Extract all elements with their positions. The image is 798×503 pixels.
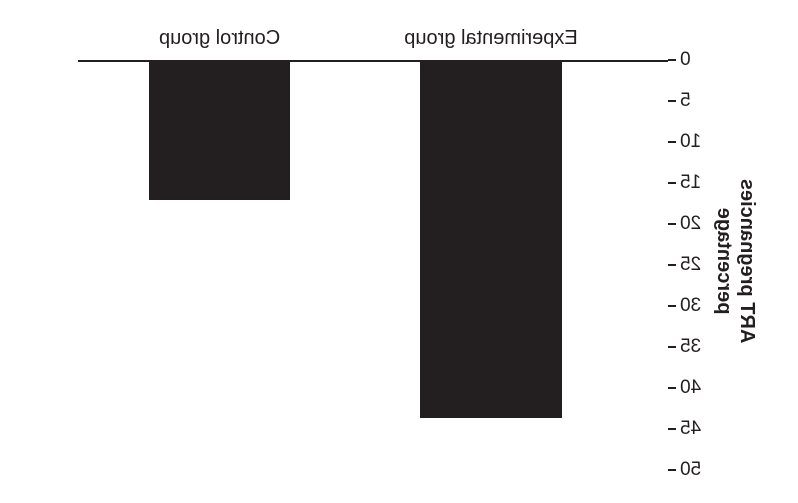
y-tick [668,141,676,143]
y-tick-label: 0 [680,49,691,71]
y-tick-label: 15 [680,172,701,194]
y-tick-label: 5 [680,90,691,112]
plot-area: 05101520253035404550Experimental groupCo… [78,60,668,470]
category-label: Experimental group [404,27,577,50]
y-tick-label: 20 [680,213,701,235]
mirrored-chart-container: 0 5 10 15 20 25 30 35 40 45 50 Experimental group Co… [0,0,798,503]
y-axis-title-line2: percentage [712,142,735,380]
y-tick-label: 25 [680,254,701,276]
bar [149,61,291,200]
y-tick [668,305,676,307]
y-tick [668,182,676,184]
y-tick [668,428,676,430]
chart: 0 5 10 15 20 25 30 35 40 45 50 Experimental group Co… [0,0,798,503]
y-tick [668,264,676,266]
y-tick [668,469,676,471]
y-tick [668,346,676,348]
y-axis-title-line1: ART pregnancies [735,142,758,380]
bar [420,61,562,418]
y-tick-label: 45 [680,418,701,440]
y-tick [668,387,676,389]
y-tick [668,223,676,225]
y-tick [668,59,676,61]
y-tick-label: 30 [680,295,701,317]
y-tick-label: 40 [680,377,701,399]
y-tick-label: 50 [680,459,701,481]
category-label: Control group [159,27,280,50]
y-tick-label: 10 [680,131,701,153]
y-axis-title: ART pregnancies percentage [712,142,758,380]
y-tick-label: 35 [680,336,701,358]
y-tick [668,100,676,102]
